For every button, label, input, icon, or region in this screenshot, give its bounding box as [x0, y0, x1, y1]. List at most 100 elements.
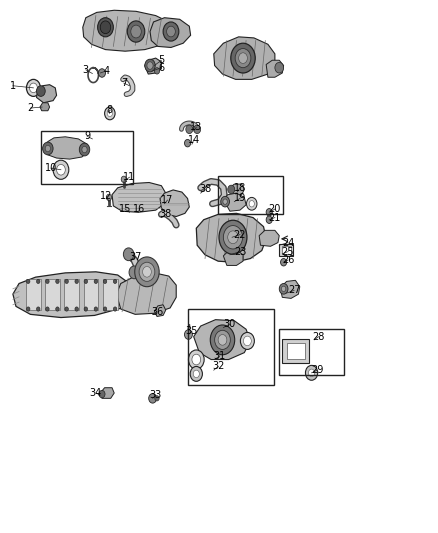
- Polygon shape: [230, 184, 244, 195]
- Circle shape: [193, 370, 199, 377]
- Circle shape: [166, 26, 175, 37]
- Text: 23: 23: [234, 247, 246, 256]
- Text: 7: 7: [121, 78, 127, 88]
- Polygon shape: [112, 182, 166, 212]
- Circle shape: [305, 366, 318, 380]
- Text: 35: 35: [186, 326, 198, 336]
- Text: 1: 1: [10, 81, 16, 91]
- Circle shape: [131, 25, 141, 38]
- Circle shape: [94, 279, 98, 284]
- Circle shape: [94, 307, 98, 311]
- Text: 12: 12: [100, 191, 113, 201]
- Circle shape: [190, 367, 202, 381]
- Text: 38: 38: [199, 184, 211, 195]
- Circle shape: [308, 369, 314, 376]
- Circle shape: [107, 110, 113, 117]
- Text: 30: 30: [224, 319, 236, 329]
- Circle shape: [221, 196, 230, 207]
- Text: 10: 10: [45, 163, 57, 173]
- Circle shape: [53, 160, 69, 179]
- Circle shape: [163, 22, 179, 41]
- Circle shape: [184, 140, 191, 147]
- Text: 36: 36: [151, 306, 163, 317]
- Circle shape: [57, 165, 65, 175]
- Circle shape: [36, 279, 40, 284]
- Circle shape: [127, 21, 145, 42]
- Bar: [26, 279, 41, 310]
- Text: 32: 32: [212, 361, 224, 372]
- Circle shape: [275, 62, 284, 73]
- Circle shape: [147, 62, 153, 69]
- Text: 28: 28: [312, 332, 325, 342]
- Polygon shape: [100, 387, 114, 398]
- Circle shape: [239, 53, 247, 63]
- Bar: [41, 132, 134, 183]
- Circle shape: [279, 284, 288, 294]
- Text: 3: 3: [83, 65, 89, 75]
- Circle shape: [26, 307, 30, 311]
- Polygon shape: [160, 190, 189, 216]
- Polygon shape: [145, 58, 161, 74]
- Circle shape: [99, 69, 106, 77]
- Circle shape: [99, 390, 105, 398]
- Bar: [287, 343, 305, 359]
- Text: 8: 8: [106, 104, 112, 115]
- Circle shape: [79, 143, 90, 156]
- Polygon shape: [223, 251, 243, 265]
- Circle shape: [36, 86, 45, 96]
- Circle shape: [75, 279, 78, 284]
- Circle shape: [235, 49, 251, 68]
- Polygon shape: [266, 60, 284, 77]
- Polygon shape: [83, 10, 173, 51]
- Circle shape: [186, 125, 193, 134]
- Circle shape: [228, 185, 235, 193]
- Circle shape: [192, 354, 201, 365]
- Text: 2: 2: [27, 103, 34, 113]
- Text: 17: 17: [161, 195, 174, 205]
- Circle shape: [26, 79, 40, 96]
- Circle shape: [82, 147, 87, 153]
- Circle shape: [103, 307, 107, 311]
- Circle shape: [42, 142, 53, 155]
- Polygon shape: [214, 37, 275, 79]
- Circle shape: [113, 279, 117, 284]
- Circle shape: [36, 307, 40, 311]
- Circle shape: [103, 279, 107, 284]
- Bar: [283, 339, 309, 364]
- Circle shape: [56, 307, 59, 311]
- Circle shape: [240, 333, 254, 350]
- Circle shape: [247, 197, 257, 210]
- Circle shape: [121, 176, 127, 182]
- Text: 31: 31: [214, 351, 226, 361]
- Bar: [64, 279, 79, 310]
- Circle shape: [228, 231, 238, 244]
- Text: 33: 33: [149, 390, 162, 400]
- Circle shape: [84, 279, 88, 284]
- Polygon shape: [196, 213, 266, 262]
- Circle shape: [29, 83, 37, 93]
- Text: 5: 5: [158, 55, 165, 65]
- Circle shape: [26, 279, 30, 284]
- Circle shape: [154, 68, 159, 74]
- Circle shape: [188, 350, 204, 369]
- Bar: [84, 279, 99, 310]
- Circle shape: [244, 336, 251, 346]
- Circle shape: [223, 199, 227, 204]
- Circle shape: [65, 279, 68, 284]
- Bar: [279, 244, 293, 256]
- Circle shape: [45, 146, 50, 152]
- Text: 38: 38: [159, 209, 172, 220]
- Text: 16: 16: [134, 204, 146, 214]
- Text: 13: 13: [190, 122, 202, 132]
- Circle shape: [184, 330, 192, 340]
- Polygon shape: [259, 230, 279, 246]
- Text: 26: 26: [282, 255, 294, 265]
- Bar: [103, 279, 118, 310]
- Circle shape: [210, 325, 235, 355]
- Circle shape: [231, 43, 255, 73]
- Circle shape: [106, 194, 112, 200]
- Circle shape: [266, 216, 272, 223]
- Circle shape: [223, 225, 243, 249]
- Text: 21: 21: [268, 213, 281, 223]
- Text: 37: 37: [129, 252, 141, 262]
